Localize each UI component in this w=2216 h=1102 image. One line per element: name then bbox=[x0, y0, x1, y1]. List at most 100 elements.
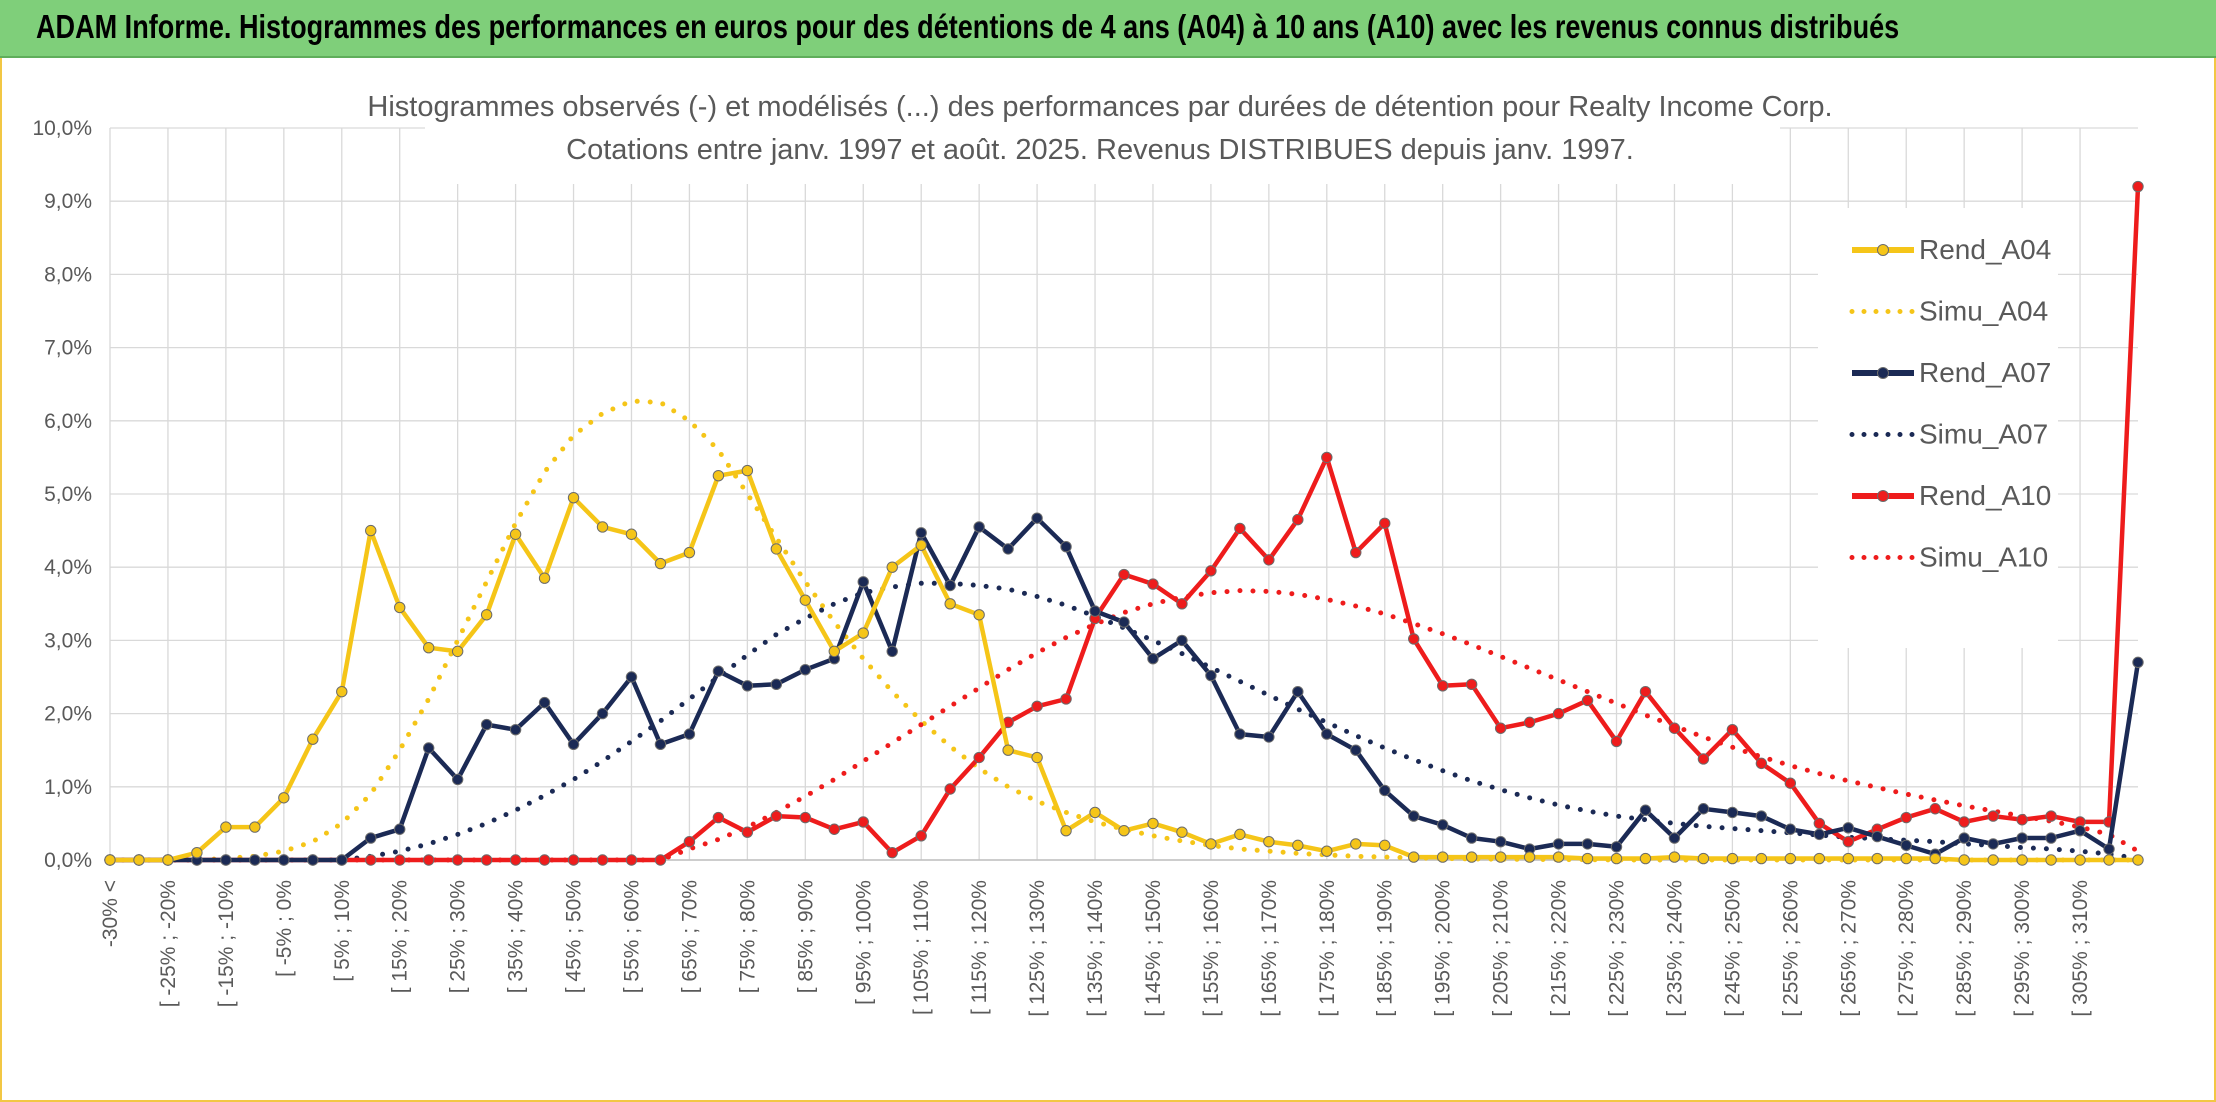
rend-a10-point bbox=[770, 810, 783, 822]
rend-a04-point bbox=[2016, 854, 2028, 866]
rend-a04-point bbox=[1552, 851, 1565, 863]
rend-a04-point bbox=[1929, 852, 1941, 865]
header-banner: ADAM Informe. Histogrammes des performan… bbox=[0, 0, 2216, 58]
rend-a07-point bbox=[538, 696, 551, 709]
chart-subtitle: Cotations entre janv. 1997 et août. 2025… bbox=[566, 134, 1634, 166]
rend-a07-point bbox=[1060, 541, 1072, 553]
rend-a10-point bbox=[365, 854, 377, 866]
rend-a07-point bbox=[1031, 512, 1043, 524]
rend-a04-point bbox=[307, 733, 319, 745]
y-tick-label: 2,0% bbox=[44, 703, 92, 726]
rend-a10-point bbox=[1668, 722, 1681, 734]
rend-a07-point bbox=[1871, 830, 1883, 843]
rend-a10-point bbox=[1987, 810, 1999, 822]
rend-a04-point bbox=[1234, 828, 1246, 841]
rend-a07-point bbox=[973, 521, 985, 533]
x-tick-label: [ 125% ; 130% bbox=[1026, 880, 1049, 1017]
legend-background bbox=[1818, 208, 2058, 648]
rend-a04-point bbox=[654, 557, 667, 570]
x-tick-label: [ -5% ; 0% bbox=[273, 880, 296, 977]
rend-a10-point bbox=[394, 854, 406, 866]
rend-a10-point bbox=[1639, 685, 1652, 698]
rend-a07-point bbox=[915, 527, 927, 539]
rend-a04-point bbox=[1697, 852, 1710, 865]
rend-a10-point bbox=[1900, 811, 1912, 824]
rend-a04-point bbox=[1379, 839, 1391, 852]
rend-a04-point bbox=[1871, 852, 1883, 865]
rend-a10-point bbox=[1147, 578, 1159, 590]
rend-a07-point bbox=[799, 663, 812, 676]
x-tick-label: [ 95% ; 100% bbox=[852, 880, 875, 1005]
rend-a07-point bbox=[220, 854, 232, 866]
x-tick-label: [ 155% ; 160% bbox=[1200, 880, 1223, 1017]
rend-a04-point bbox=[1031, 751, 1043, 764]
rend-a04-point bbox=[1089, 806, 1101, 819]
rend-a07-legend-label: Rend_A07 bbox=[1919, 357, 2051, 388]
rend-a04-point bbox=[133, 854, 145, 866]
x-tick-label: [ 135% ; 140% bbox=[1084, 880, 1107, 1017]
rend-a04-point bbox=[1987, 854, 1999, 866]
y-tick-label: 3,0% bbox=[44, 629, 92, 652]
rend-a10-point bbox=[1697, 753, 1710, 765]
rend-a04-point bbox=[915, 539, 927, 551]
rend-a07-point bbox=[2045, 832, 2057, 844]
rend-a10-point bbox=[683, 836, 696, 848]
rend-a04-point bbox=[394, 601, 406, 614]
y-tick-label: 8,0% bbox=[44, 263, 92, 286]
x-tick-label: [ 115% ; 120% bbox=[968, 880, 991, 1015]
rend-a04-point bbox=[886, 561, 898, 573]
rend-a04-point bbox=[1176, 826, 1188, 838]
rend-a10-point bbox=[480, 854, 493, 866]
x-axis: -30% < [ -25% ; -20% [ -15% ; -10% [ -5% ; … bbox=[99, 880, 2092, 1017]
simu-a07-line bbox=[107, 580, 2141, 863]
y-tick-label: 7,0% bbox=[44, 337, 92, 360]
x-tick-label: [ 145% ; 150% bbox=[1142, 880, 1165, 1017]
rend-a07-point bbox=[1494, 836, 1507, 848]
rend-a10-point bbox=[944, 783, 956, 795]
x-tick-label: [ 165% ; 170% bbox=[1258, 880, 1281, 1017]
rend-a04-point bbox=[451, 645, 464, 658]
rend-a10-point bbox=[1755, 757, 1768, 770]
rend-a07-point bbox=[1958, 832, 1970, 844]
rend-a04-point bbox=[1147, 817, 1159, 830]
simu-a10-legend-label: Simu_A10 bbox=[1919, 542, 2048, 573]
rend-a04-point bbox=[1726, 852, 1739, 865]
rend-a10-point bbox=[509, 854, 522, 866]
x-tick-label: [ -25% ; -20% bbox=[157, 880, 180, 1007]
x-tick-label: [ 205% ; 210% bbox=[1490, 880, 1513, 1017]
rend-a07-point bbox=[567, 738, 580, 751]
rend-a04-point bbox=[944, 598, 956, 610]
rend-a04-point bbox=[480, 609, 493, 621]
rend-a07-point bbox=[1668, 832, 1681, 844]
rend-a07-legend-marker bbox=[1877, 367, 1889, 379]
chart-series bbox=[104, 180, 2144, 866]
rend-a07-point bbox=[1755, 810, 1768, 822]
rend-a04-point bbox=[1639, 852, 1652, 865]
rend-a10-point bbox=[1726, 724, 1739, 736]
rend-a04-point bbox=[509, 528, 522, 540]
rend-a04-point bbox=[1842, 852, 1854, 865]
rend-a04-point bbox=[1610, 852, 1623, 865]
rend-a07-point bbox=[654, 738, 667, 751]
rend-a04-point bbox=[1784, 852, 1797, 865]
x-tick-label: [ 45% ; 50% bbox=[563, 880, 586, 993]
rend-a04-point bbox=[1523, 851, 1536, 863]
x-tick-label: [ 185% ; 190% bbox=[1374, 880, 1397, 1017]
rend-a10-point bbox=[2016, 814, 2028, 826]
x-tick-label: [ 275% ; 280% bbox=[1895, 880, 1918, 1017]
rend-a10-point bbox=[1205, 565, 1217, 577]
rend-a10-legend-marker bbox=[1877, 490, 1889, 502]
x-tick-label: [ 25% ; 30% bbox=[447, 880, 470, 993]
rend-a04-point bbox=[1900, 852, 1912, 865]
rend-a10-point bbox=[1784, 777, 1797, 789]
rend-a10-point bbox=[1408, 633, 1420, 645]
rend-a07-point bbox=[857, 576, 869, 588]
rend-a04-point bbox=[1002, 744, 1014, 756]
y-tick-label: 5,0% bbox=[44, 483, 92, 506]
rend-a07-point bbox=[2016, 832, 2028, 844]
rend-a07-point bbox=[451, 773, 464, 786]
rend-a04-point bbox=[1755, 852, 1768, 865]
rend-a04-point bbox=[1668, 851, 1681, 863]
rend-a07-point bbox=[625, 671, 638, 683]
rend-a04-point bbox=[799, 594, 812, 606]
